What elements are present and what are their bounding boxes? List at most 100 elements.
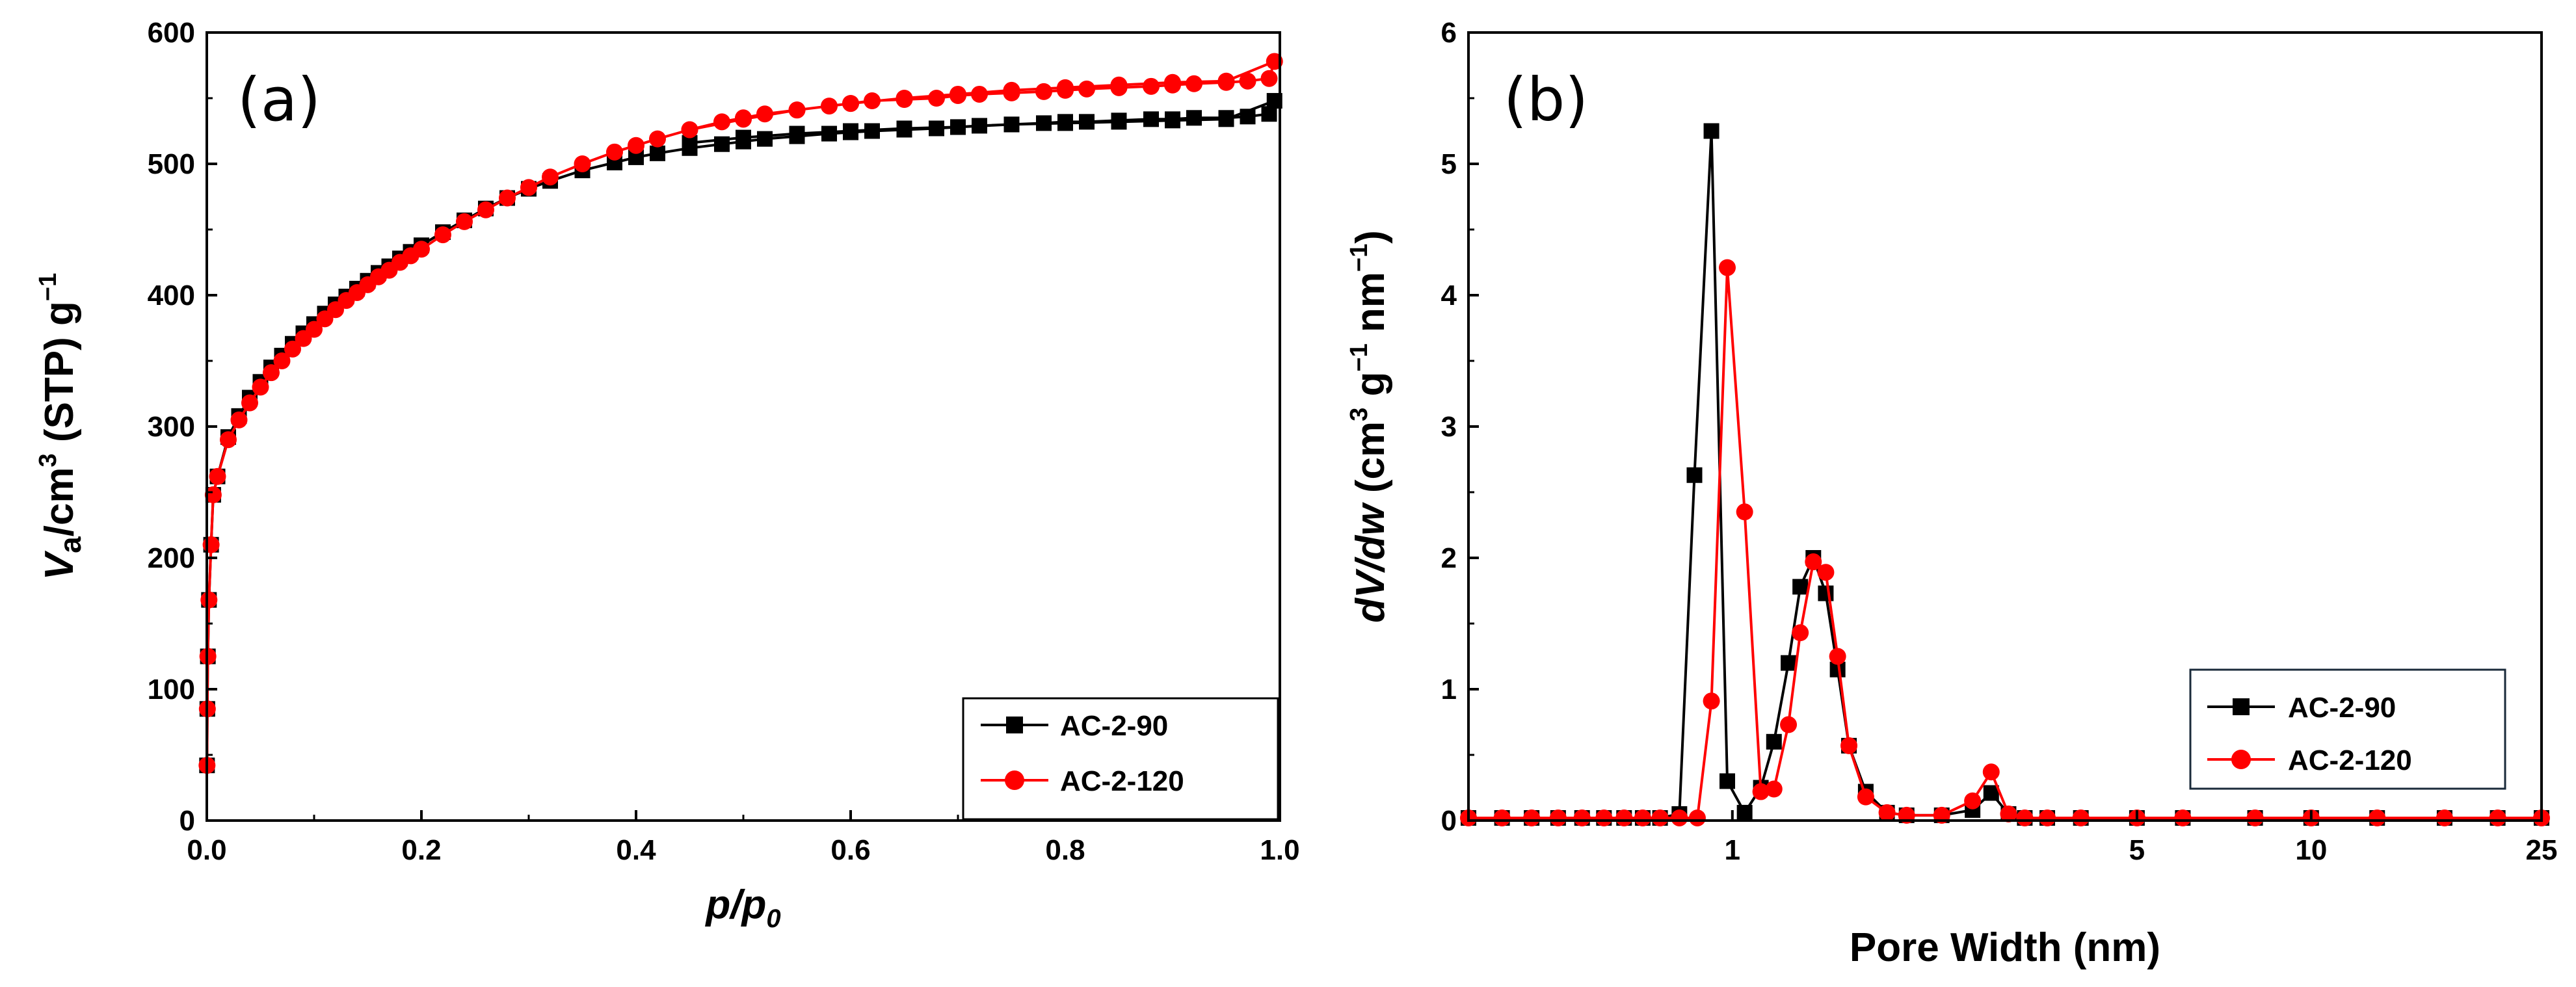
chart-b-legend-label-ac-2-120: AC-2-120 [2288, 744, 2412, 776]
chart-b-point-ac-2-90 [1766, 733, 1782, 750]
chart-b-point-ac-2-120 [1523, 809, 1541, 826]
chart-a-y-tick-label: 0 [179, 805, 195, 837]
chart-b-point-ac-2-120 [1549, 809, 1567, 826]
chart-a-y-tick-label: 300 [148, 411, 195, 443]
chart-b-ylabel-unit-1: (cm [1348, 421, 1393, 504]
chart-a-point-ac-2-90 [1218, 111, 1234, 127]
chart-a-panel-label: (a) [237, 65, 321, 135]
chart-a-point-ac-2-90 [972, 118, 987, 134]
chart-b-point-ac-2-120 [1615, 809, 1633, 826]
chart-a-point-ac-2-90 [821, 125, 837, 142]
chart-a-legend: AC-2-90 AC-2-120 [962, 697, 1279, 821]
chart-a-point-ac-2-120 [230, 411, 248, 428]
chart-b-point-ac-2-120 [1878, 804, 1896, 821]
chart-b-series-layer [1460, 123, 2550, 826]
chart-a-ylabel-v-sub: a [53, 536, 87, 553]
chart-a-point-ac-2-120 [200, 591, 218, 609]
chart-b-point-ac-2-120 [1493, 809, 1511, 826]
chart-a-point-ac-2-120 [209, 467, 226, 485]
chart-a-y-axis-title: Va/cm3 (STP) g−1 [34, 273, 87, 580]
chart-a-point-ac-2-90 [714, 136, 730, 152]
chart-b-point-ac-2-120 [1805, 553, 1822, 571]
chart-a-axis-layer: 0 100 200 300 400 500 600 0.0 0.2 0.4 0.6 0.8 1.0 [148, 17, 1300, 866]
chart-b-legend-marker-ac-2-90 [2233, 698, 2250, 715]
chart-a-series-layer [198, 53, 1283, 774]
chart-b-x-tick-label: 5 [2129, 834, 2145, 866]
chart-b-axis-layer: 0 1 2 3 4 5 6 1 5 10 25 [1441, 17, 2558, 866]
chart-a-point-ac-2-120 [306, 321, 323, 338]
chart-a-point-ac-2-120 [735, 111, 752, 128]
chart-a-point-ac-2-120 [1035, 83, 1052, 100]
chart-a-y-tick-label: 100 [148, 674, 195, 705]
chart-a-point-ac-2-120 [542, 168, 559, 186]
chart-b-ylabel-sup-3: −1 [1346, 244, 1373, 272]
chart-a-point-ac-2-90 [789, 125, 805, 142]
chart-b-point-ac-2-120 [2489, 809, 2506, 826]
chart-panel-a: 0 100 200 300 400 500 600 0.0 0.2 0.4 0.6 0.8 1.0 (a… [34, 17, 1300, 933]
chart-b-point-ac-2-120 [1671, 809, 1688, 826]
chart-a-x-tick-label: 0.6 [830, 834, 870, 866]
chart-b-point-ac-2-90 [1781, 655, 1797, 671]
chart-a-point-ac-2-120 [1003, 81, 1020, 99]
chart-a-point-ac-2-90 [736, 129, 751, 146]
chart-a-point-ac-2-120 [788, 101, 806, 119]
chart-b-point-ac-2-120 [2246, 809, 2264, 826]
chart-b-point-ac-2-120 [1780, 716, 1798, 733]
chart-b-point-ac-2-120 [1982, 763, 2000, 781]
chart-a-point-ac-2-120 [864, 92, 881, 110]
chart-b-point-ac-2-120 [1752, 783, 1770, 800]
chart-b-point-ac-2-120 [2016, 809, 2034, 826]
chart-a-point-ac-2-90 [1261, 106, 1277, 122]
chart-a-point-ac-2-120 [520, 179, 537, 196]
chart-b-point-ac-2-90 [1703, 123, 1720, 139]
chart-a-point-ac-2-90 [1003, 116, 1020, 133]
chart-b-point-ac-2-120 [2072, 809, 2090, 826]
chart-a-point-ac-2-120 [413, 241, 430, 258]
chart-a-point-ac-2-120 [971, 85, 988, 103]
chart-a-point-ac-2-120 [713, 113, 730, 131]
chart-b-point-ac-2-120 [2000, 805, 2017, 822]
chart-b-y-tick-label: 1 [1441, 674, 1457, 705]
chart-a-point-ac-2-120 [821, 98, 838, 115]
chart-a-x-tick-label: 0.2 [401, 834, 441, 866]
chart-b-series-line-ac-2-120 [1468, 266, 2542, 819]
chart-b-point-ac-2-90 [1792, 579, 1809, 595]
chart-b-panel-label: (b) [1504, 65, 1588, 135]
chart-a-point-ac-2-120 [842, 95, 859, 112]
chart-b-point-ac-2-90 [1829, 661, 1846, 678]
chart-b-point-ac-2-90 [1719, 773, 1735, 789]
chart-a-x-tick-label: 0.4 [616, 834, 656, 866]
chart-b-point-ac-2-120 [1829, 648, 1846, 665]
chart-b-legend-marker-ac-2-120 [2231, 750, 2251, 769]
chart-a-point-ac-2-90 [1057, 115, 1073, 131]
chart-a-point-ac-2-120 [574, 155, 591, 172]
chart-a-y-tick-label: 600 [148, 17, 195, 49]
chart-a-point-ac-2-120 [456, 213, 473, 230]
chart-b-point-ac-2-120 [1964, 792, 1982, 809]
chart-a-point-ac-2-120 [434, 226, 451, 244]
chart-a-point-ac-2-90 [864, 123, 880, 139]
chart-b-ylabel-unit-3: nm [1348, 272, 1393, 343]
chart-a-point-ac-2-90 [950, 119, 966, 135]
chart-a-x-axis-title: p/p0 [704, 882, 780, 933]
chart-a-point-ac-2-120 [220, 431, 237, 449]
chart-a-point-ac-2-120 [1239, 72, 1256, 90]
chart-a-point-ac-2-90 [843, 123, 858, 139]
chart-a-point-ac-2-120 [756, 105, 773, 123]
chart-a-point-ac-2-120 [477, 201, 494, 218]
chart-a-point-ac-2-120 [1057, 79, 1074, 96]
chart-a-point-ac-2-90 [1036, 115, 1052, 131]
chart-b-point-ac-2-120 [1651, 809, 1669, 826]
chart-a-point-ac-2-120 [628, 137, 644, 154]
chart-b-y-tick-label: 3 [1441, 411, 1457, 443]
chart-b-point-ac-2-120 [2039, 809, 2056, 826]
chart-a-ylabel-sup-1: 3 [34, 453, 62, 467]
chart-b-point-ac-2-120 [1573, 809, 1591, 826]
chart-a-point-ac-2-120 [606, 143, 623, 161]
chart-a-ylabel-v: V [37, 550, 82, 580]
chart-a-point-ac-2-90 [1186, 110, 1202, 126]
chart-b-point-ac-2-120 [1718, 259, 1736, 276]
chart-a-y-tick-label: 500 [148, 148, 195, 180]
